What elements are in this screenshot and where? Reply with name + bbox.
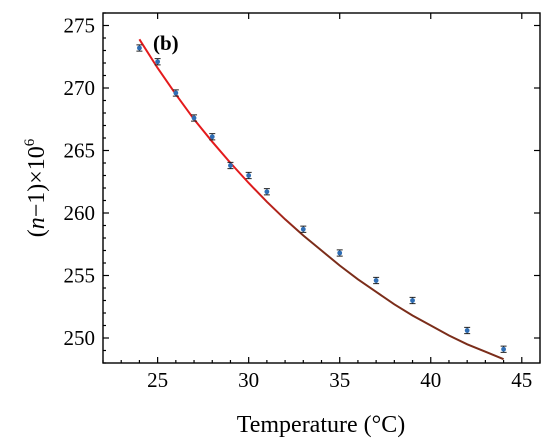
data-point-marker <box>264 189 270 195</box>
data-point <box>500 345 507 353</box>
data-point-marker <box>300 226 306 232</box>
data-point <box>373 276 380 285</box>
data-point-marker <box>337 250 343 256</box>
data-point-marker <box>228 163 233 168</box>
x-tick-label: 35 <box>329 368 350 392</box>
data-point-marker <box>137 45 142 51</box>
data-point-marker <box>464 328 470 333</box>
data-point <box>209 133 216 141</box>
data-points-layer <box>136 44 507 353</box>
y-tick-label: 275 <box>64 14 96 38</box>
data-point-marker <box>209 134 215 140</box>
axis-ticks: 25 30 35 40 45 250 255 260 265 270 275 <box>64 12 541 392</box>
data-point <box>300 225 307 233</box>
x-tick-label: 40 <box>420 368 441 392</box>
data-point <box>136 44 143 52</box>
x-axis-title: Temperature (°C) <box>237 412 406 438</box>
fit-curve-layer <box>138 38 504 361</box>
data-point-marker <box>373 278 379 283</box>
fit-curve <box>138 38 504 361</box>
data-point <box>227 161 234 170</box>
x-tick-label: 30 <box>238 368 259 392</box>
data-point <box>245 171 252 180</box>
data-point <box>336 249 343 257</box>
data-point <box>409 296 416 305</box>
data-point <box>464 326 471 335</box>
data-point-marker <box>410 298 415 303</box>
data-point <box>154 58 161 66</box>
data-point-marker <box>173 90 179 96</box>
y-tick-label: 265 <box>64 139 96 163</box>
panel-label: (b) <box>153 31 179 55</box>
y-tick-label: 255 <box>64 264 96 288</box>
y-axis-title: (n−1)×106 <box>22 138 50 237</box>
x-tick-label: 45 <box>511 368 532 392</box>
y-tick-label: 260 <box>64 201 96 225</box>
y-tick-label: 250 <box>64 326 96 350</box>
data-point <box>263 188 270 196</box>
x-tick-label: 25 <box>147 368 168 392</box>
plot-frame <box>102 12 541 364</box>
data-point-marker <box>246 173 252 178</box>
data-point-marker <box>501 346 506 352</box>
data-point <box>172 89 179 97</box>
data-point-marker <box>191 115 197 121</box>
data-point <box>191 114 198 122</box>
data-point-marker <box>155 59 161 65</box>
y-tick-label: 270 <box>64 76 96 100</box>
